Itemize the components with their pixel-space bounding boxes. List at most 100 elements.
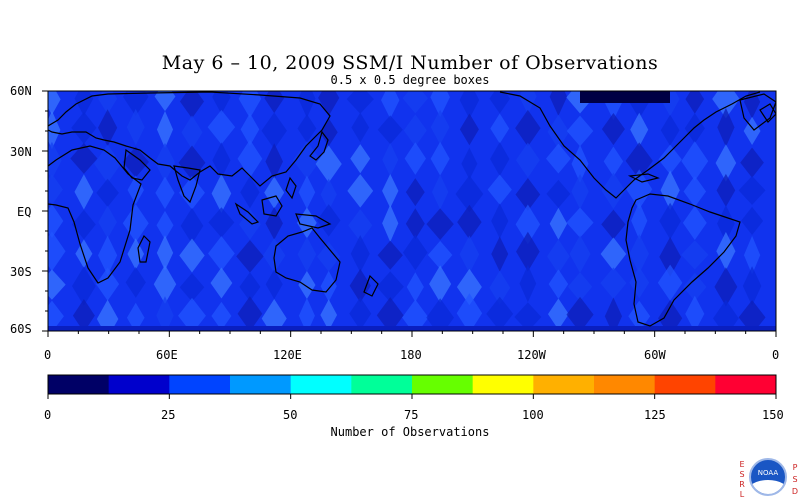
swath-cell [519, 264, 537, 303]
coastlines [48, 91, 776, 327]
swath-cell [430, 91, 450, 118]
noaa-emblem-icon: NOAA [749, 458, 787, 496]
swath-cell [48, 174, 63, 205]
colorbar-segment [594, 375, 656, 394]
colorbar-segment [290, 375, 352, 394]
swath-cell [431, 174, 449, 210]
swath-cell [211, 173, 232, 213]
swath-cell [350, 235, 370, 273]
swath-cell [180, 207, 204, 244]
swath-cell [567, 272, 593, 302]
swath-cell [519, 91, 537, 115]
swath-cell [96, 267, 120, 301]
colorbar-segment [169, 375, 231, 394]
swath-cell [717, 107, 735, 147]
coast-madagascar [137, 234, 151, 263]
swath-cell [403, 114, 427, 147]
swath-cell [738, 300, 766, 331]
colorbar-label-0: 0 [44, 408, 52, 422]
swath-cell [349, 297, 372, 331]
colorbar-segment [108, 375, 170, 394]
swath-cell [487, 174, 512, 205]
swath-cell [178, 297, 206, 331]
swath-cell [156, 110, 174, 149]
swath-cell [604, 297, 623, 331]
swath-cell [125, 267, 146, 298]
swath-cell [316, 204, 341, 237]
swath-cell [625, 142, 653, 180]
swath-cell [240, 176, 260, 209]
coast-japan [309, 130, 329, 161]
swath-cell [237, 296, 263, 331]
swath-cell [426, 298, 454, 331]
swath-cell [48, 269, 66, 300]
swath-cell [603, 146, 624, 177]
swath-cell [382, 204, 399, 243]
swath-cell [402, 234, 428, 271]
colorbar-segment [654, 375, 716, 394]
swath-cell [459, 113, 479, 146]
swath-cell [429, 265, 452, 303]
swath-cell [430, 141, 450, 176]
map-title: May 6 – 10, 2009 SSM/I Number of Observa… [161, 52, 659, 74]
swath-cell [630, 112, 649, 147]
swath-cell [461, 147, 478, 180]
swath-cell [426, 208, 454, 240]
colorbar-segment [412, 375, 474, 394]
swath-cell [48, 204, 64, 238]
swath-cell [571, 174, 589, 209]
swath-cell [317, 241, 341, 272]
swath-cell [489, 91, 511, 114]
swath-cell [377, 240, 403, 270]
swath-cell [237, 139, 263, 178]
colorbar-segment [351, 375, 413, 394]
swath-cell [382, 142, 399, 177]
colorbar-segment [472, 375, 534, 394]
axis-ticks [42, 90, 777, 337]
swath-cell [153, 264, 177, 304]
swath-cell [98, 205, 117, 239]
swath-cell [456, 268, 482, 306]
swath-cell [489, 270, 511, 305]
swath-cell [486, 296, 514, 331]
logo-letter: L [739, 490, 745, 499]
swath-cell [48, 91, 61, 115]
swath-cell [657, 264, 683, 301]
swath-cell [297, 236, 317, 272]
swath-cell [211, 301, 232, 331]
swath-cell [48, 231, 66, 272]
swath-cell [514, 302, 542, 331]
swath-cell [491, 203, 509, 239]
swath-cell [515, 178, 541, 211]
swath-cell [430, 109, 450, 145]
swath-cell [207, 110, 236, 145]
swath-cell [548, 269, 569, 299]
swath-cell [72, 266, 96, 306]
coast-india [173, 165, 201, 204]
logo-letter: E [739, 460, 745, 469]
swath-cell [261, 298, 287, 331]
swath-cell [347, 174, 374, 208]
swath-cell [96, 299, 119, 331]
swath-cell [681, 240, 709, 270]
swath-cell [546, 179, 571, 208]
swath-cell [122, 91, 149, 117]
swath-cell [236, 240, 264, 273]
swath-cell [208, 207, 235, 238]
swath-cell [402, 91, 429, 114]
swath-cell [684, 113, 705, 144]
coast-borneo [261, 195, 283, 217]
swath-cell [740, 147, 764, 178]
swath-cell [659, 202, 681, 240]
swath-cell [743, 116, 761, 145]
logo-letter: P [792, 463, 798, 472]
swath-cell [660, 170, 680, 211]
swath-cell [126, 302, 145, 331]
swath-cell [491, 236, 509, 272]
lat-label-60n: 60N [10, 84, 32, 98]
coast-australia [273, 227, 341, 293]
colorbar-segment [533, 375, 595, 394]
swath-cell [683, 176, 707, 207]
swath-cell [179, 176, 205, 210]
swath-cell [348, 209, 373, 242]
